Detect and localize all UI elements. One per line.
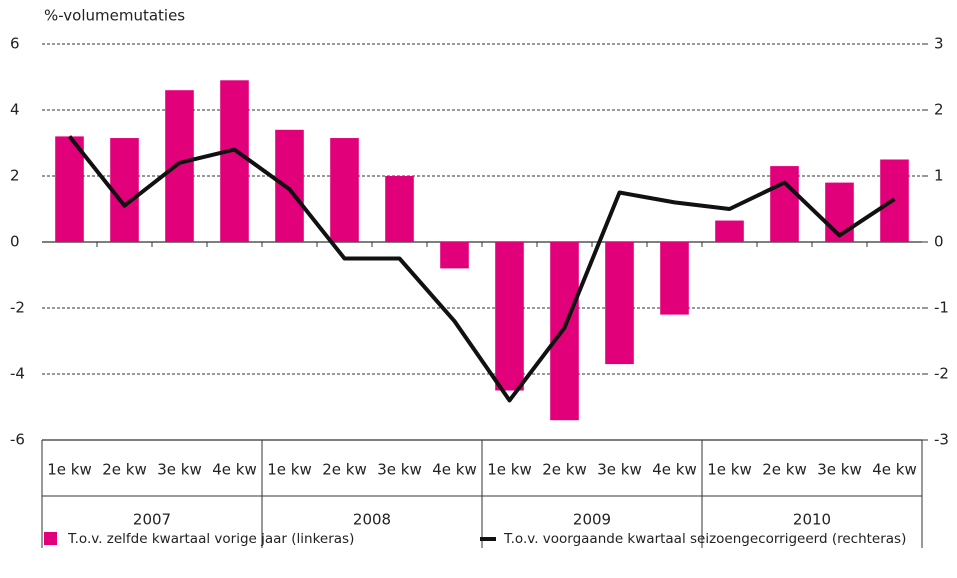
x-tick-label: 2e kw — [102, 461, 147, 479]
group-label: 2007 — [133, 511, 171, 529]
y2-tick-label: 0 — [934, 233, 944, 251]
x-tick-label: 3e kw — [377, 461, 422, 479]
x-tick-label: 1e kw — [487, 461, 532, 479]
y2-tick-label: -1 — [934, 299, 949, 317]
x-tick-label: 1e kw — [267, 461, 312, 479]
x-tick-label: 1e kw — [707, 461, 752, 479]
x-tick-label: 3e kw — [597, 461, 642, 479]
y-tick-label: 0 — [10, 233, 20, 251]
bar — [825, 182, 854, 242]
group-label: 2009 — [573, 511, 611, 529]
bar — [605, 242, 634, 365]
bar — [165, 90, 194, 242]
x-tick-label: 2e kw — [762, 461, 807, 479]
bar — [715, 220, 744, 242]
y-tick-label: -6 — [10, 431, 25, 449]
bar — [275, 129, 304, 242]
x-tick-label: 2e kw — [542, 461, 587, 479]
bar — [495, 242, 524, 391]
legend-label: T.o.v. zelfde kwartaal vorige jaar (link… — [67, 531, 354, 547]
y-tick-label: -4 — [10, 365, 25, 383]
y2-tick-label: 3 — [934, 35, 944, 53]
line — [67, 135, 896, 403]
x-tick-label: 4e kw — [212, 461, 257, 479]
bar — [440, 242, 469, 269]
x-tick-label: 2e kw — [322, 461, 367, 479]
group-label: 2010 — [793, 511, 831, 529]
y-tick-label: 4 — [10, 101, 20, 119]
y-axis-title: %-volumemutaties — [44, 7, 185, 25]
bar — [110, 138, 139, 242]
y2-tick-label: 2 — [934, 101, 944, 119]
x-tick-label: 3e kw — [817, 461, 862, 479]
x-tick-label: 4e kw — [872, 461, 917, 479]
bar — [770, 166, 799, 242]
y-tick-label: -2 — [10, 299, 25, 317]
x-tick-label: 4e kw — [652, 461, 697, 479]
bar — [385, 176, 414, 242]
bar — [330, 138, 359, 242]
y2-tick-label: -2 — [934, 365, 949, 383]
y2-tick-label: 1 — [934, 167, 944, 185]
bar — [55, 136, 84, 242]
group-label: 2008 — [353, 511, 391, 529]
bar — [660, 242, 689, 315]
legend-label: T.o.v. voorgaande kwartaal seizoengecorr… — [503, 531, 906, 547]
x-tick-label: 4e kw — [432, 461, 477, 479]
legend-swatch — [44, 532, 57, 545]
y-tick-label: 2 — [10, 167, 20, 185]
x-tick-label: 3e kw — [157, 461, 202, 479]
y2-tick-label: -3 — [934, 431, 949, 449]
y-tick-label: 6 — [10, 35, 20, 53]
bar — [220, 80, 249, 242]
x-tick-label: 1e kw — [47, 461, 92, 479]
